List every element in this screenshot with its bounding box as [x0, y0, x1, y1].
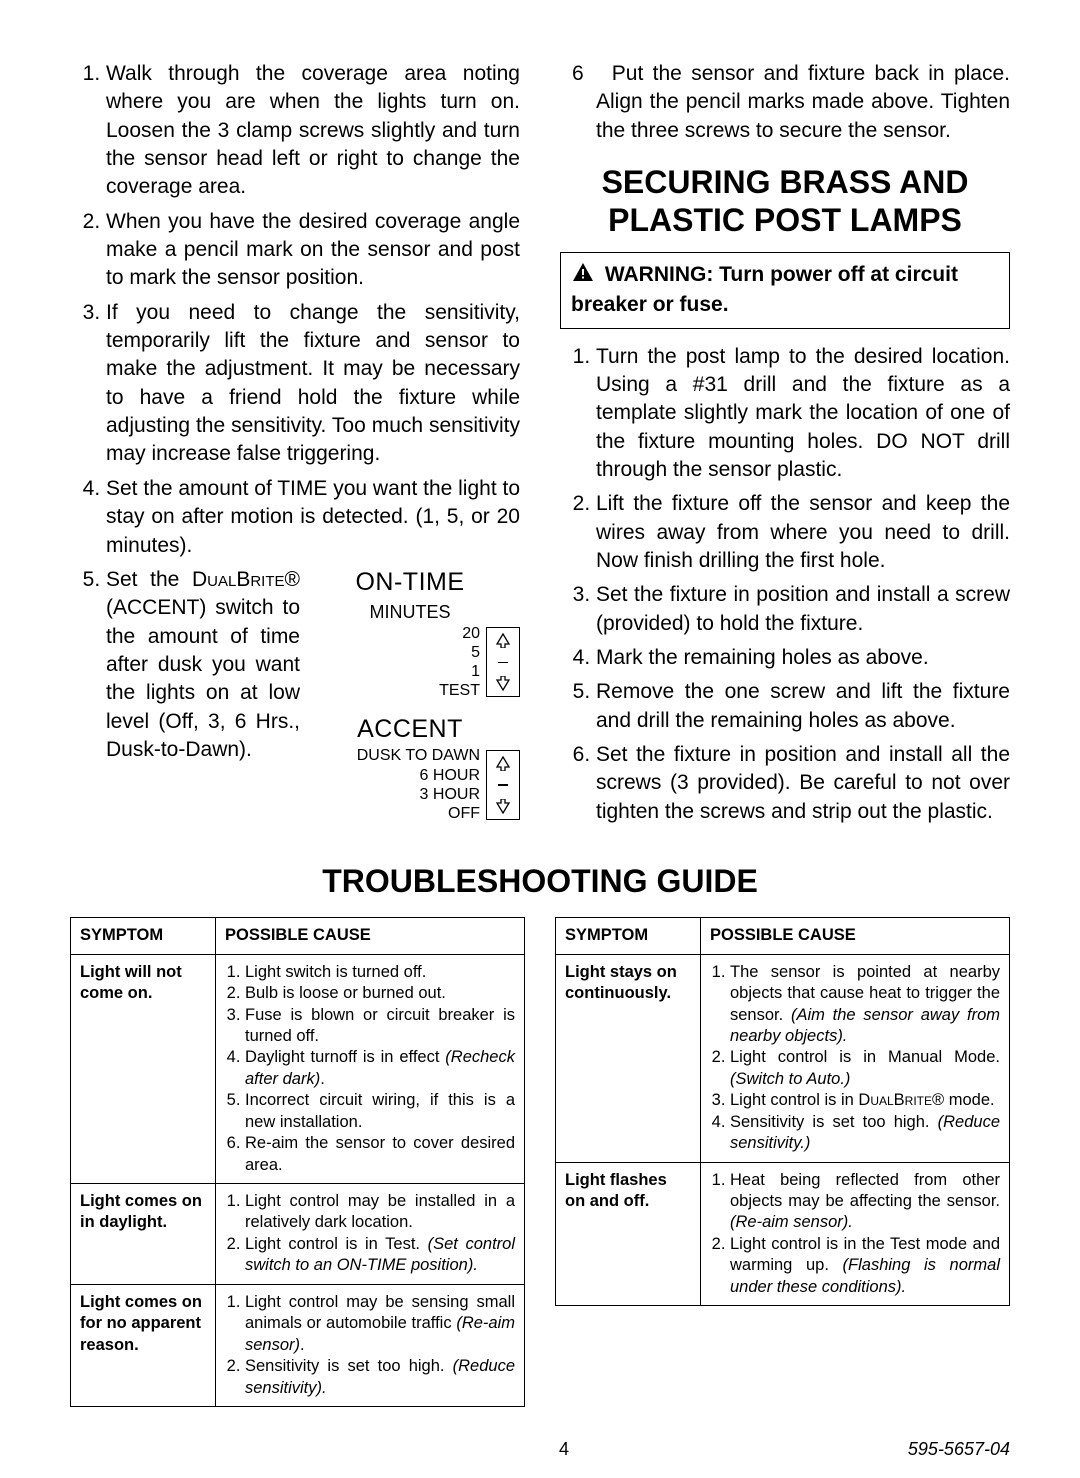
cause-cell: Light control may be installed in a rela…	[216, 1184, 525, 1285]
step-2: When you have the desired coverage angle…	[106, 208, 520, 293]
ts-table-left: SYMPTOM POSSIBLE CAUSE Light will not co…	[70, 917, 525, 1407]
ts-table-right: SYMPTOM POSSIBLE CAUSE Light stays on co…	[555, 917, 1010, 1306]
secure-step-5: Remove the one screw and lift the fixtur…	[596, 678, 1010, 735]
left-column: Walk through the coverage area noting wh…	[70, 60, 520, 832]
securing-step-list: Turn the post lamp to the desired locati…	[560, 343, 1010, 827]
cause-cell: The sensor is pointed at nearby objects …	[701, 954, 1010, 1162]
warning-text: WARNING: Turn power off at circuit break…	[571, 263, 958, 316]
sym-cell: Light will not come on.	[71, 954, 216, 1183]
cause-item: Light control may be installed in a rela…	[245, 1191, 515, 1234]
ts-right-col: SYMPTOM POSSIBLE CAUSE Light stays on co…	[555, 917, 1010, 1407]
th-cause: POSSIBLE CAUSE	[216, 918, 525, 954]
troubleshooting-heading: TROUBLESHOOTING GUIDE	[70, 860, 1010, 903]
accent-switch-box	[486, 750, 520, 820]
secure-step-3: Set the fixture in position and install …	[596, 581, 1010, 638]
sym-cell: Light stays on continuously.	[556, 954, 701, 1162]
cause-item: Light control is in Test. (Set control s…	[245, 1234, 515, 1277]
cause-item: Sensitivity is set too high. (Reduce sen…	[245, 1356, 515, 1399]
arrow-down-icon	[495, 799, 511, 815]
step-5: Set the DualBrite® (ACCENT) switch to th…	[106, 566, 520, 823]
cause-cell: Heat being reflected from other objects …	[701, 1162, 1010, 1306]
securing-heading: SECURING BRASS AND PLASTIC POST LAMPS	[560, 163, 1010, 240]
cause-item: Heat being reflected from other objects …	[730, 1170, 1000, 1234]
step-4: Set the amount of TIME you want the ligh…	[106, 475, 520, 560]
warning-box: WARNING: Turn power off at circuit break…	[560, 252, 1010, 329]
cause-item: Sensitivity is set too high. (Reduce sen…	[730, 1112, 1000, 1155]
cause-item: Light switch is turned off.	[245, 962, 515, 983]
cause-item: Light control is in the Test mode and wa…	[730, 1234, 1000, 1298]
secure-step-1: Turn the post lamp to the desired locati…	[596, 343, 1010, 485]
cause-list: Light control may be installed in a rela…	[225, 1191, 515, 1277]
arrow-down-icon	[495, 676, 511, 692]
doc-code: 595-5657-04	[908, 1437, 1010, 1461]
switch-diagram: ON-TIME MINUTES 20 5 1 TEST	[300, 566, 520, 823]
step-6-top: 6 Put the sensor and fixture back in pla…	[596, 60, 1010, 145]
cause-cell: Light switch is turned off.Bulb is loose…	[216, 954, 525, 1183]
ontime-labels: 20 5 1 TEST	[439, 624, 480, 701]
ontime-switch-box	[486, 627, 520, 697]
cause-list: Light switch is turned off.Bulb is loose…	[225, 962, 515, 1176]
cause-list: Heat being reflected from other objects …	[710, 1170, 1000, 1299]
accent-labels: DUSK TO DAWN 6 HOUR 3 HOUR OFF	[357, 746, 480, 823]
th-symptom: SYMPTOM	[556, 918, 701, 954]
footer: 4 595-5657-04	[70, 1437, 1010, 1461]
step-1: Walk through the coverage area noting wh…	[106, 60, 520, 202]
sym-cell: Light flashes on and off.	[556, 1162, 701, 1306]
cause-item: Fuse is blown or circuit breaker is turn…	[245, 1005, 515, 1048]
cause-item: The sensor is pointed at nearby objects …	[730, 962, 1000, 1048]
ontime-title: ON-TIME	[300, 566, 520, 600]
sym-cell: Light comes on for no apparent reason.	[71, 1284, 216, 1406]
sym-cell: Light comes on in daylight.	[71, 1184, 216, 1285]
cause-item: Bulb is loose or burned out.	[245, 983, 515, 1004]
cause-item: Light control is in DualBrite® mode.	[730, 1090, 1000, 1111]
cause-item: Incorrect circuit wiring, if this is a n…	[245, 1090, 515, 1133]
warning-icon	[571, 261, 595, 291]
secure-step-6: Set the fixture in position and install …	[596, 741, 1010, 826]
step-3: If you need to change the sensitivity, t…	[106, 299, 520, 469]
top-columns: Walk through the coverage area noting wh…	[70, 60, 1010, 832]
step4-text: Set the amount of TIME you want the ligh…	[106, 475, 520, 560]
cause-item: Daylight turnoff is in effect (Recheck a…	[245, 1047, 515, 1090]
cause-list: The sensor is pointed at nearby objects …	[710, 962, 1000, 1155]
ontime-sub: MINUTES	[300, 600, 520, 624]
cause-list: Light control may be sensing small anima…	[225, 1292, 515, 1399]
arrow-up-icon	[495, 632, 511, 648]
ts-left-col: SYMPTOM POSSIBLE CAUSE Light will not co…	[70, 917, 525, 1407]
accent-title: ACCENT	[300, 713, 520, 747]
secure-step-4: Mark the remaining holes as above.	[596, 644, 1010, 672]
cause-item: Re-aim the sensor to cover desired area.	[245, 1133, 515, 1176]
left-step-list: Walk through the coverage area noting wh…	[70, 60, 520, 823]
page-number: 4	[220, 1437, 908, 1461]
th-symptom: SYMPTOM	[71, 918, 216, 954]
cause-item: Light control may be sensing small anima…	[245, 1292, 515, 1356]
th-cause: POSSIBLE CAUSE	[701, 918, 1010, 954]
cause-item: Light control is in Manual Mode. (Switch…	[730, 1047, 1000, 1090]
cause-cell: Light control may be sensing small anima…	[216, 1284, 525, 1406]
arrow-up-icon	[495, 755, 511, 771]
step5-text: Set the DualBrite® (ACCENT) switch to th…	[106, 566, 300, 823]
secure-step-2: Lift the fixture off the sensor and keep…	[596, 490, 1010, 575]
right-column: 6 Put the sensor and fixture back in pla…	[560, 60, 1010, 832]
troubleshooting-columns: SYMPTOM POSSIBLE CAUSE Light will not co…	[70, 917, 1010, 1407]
